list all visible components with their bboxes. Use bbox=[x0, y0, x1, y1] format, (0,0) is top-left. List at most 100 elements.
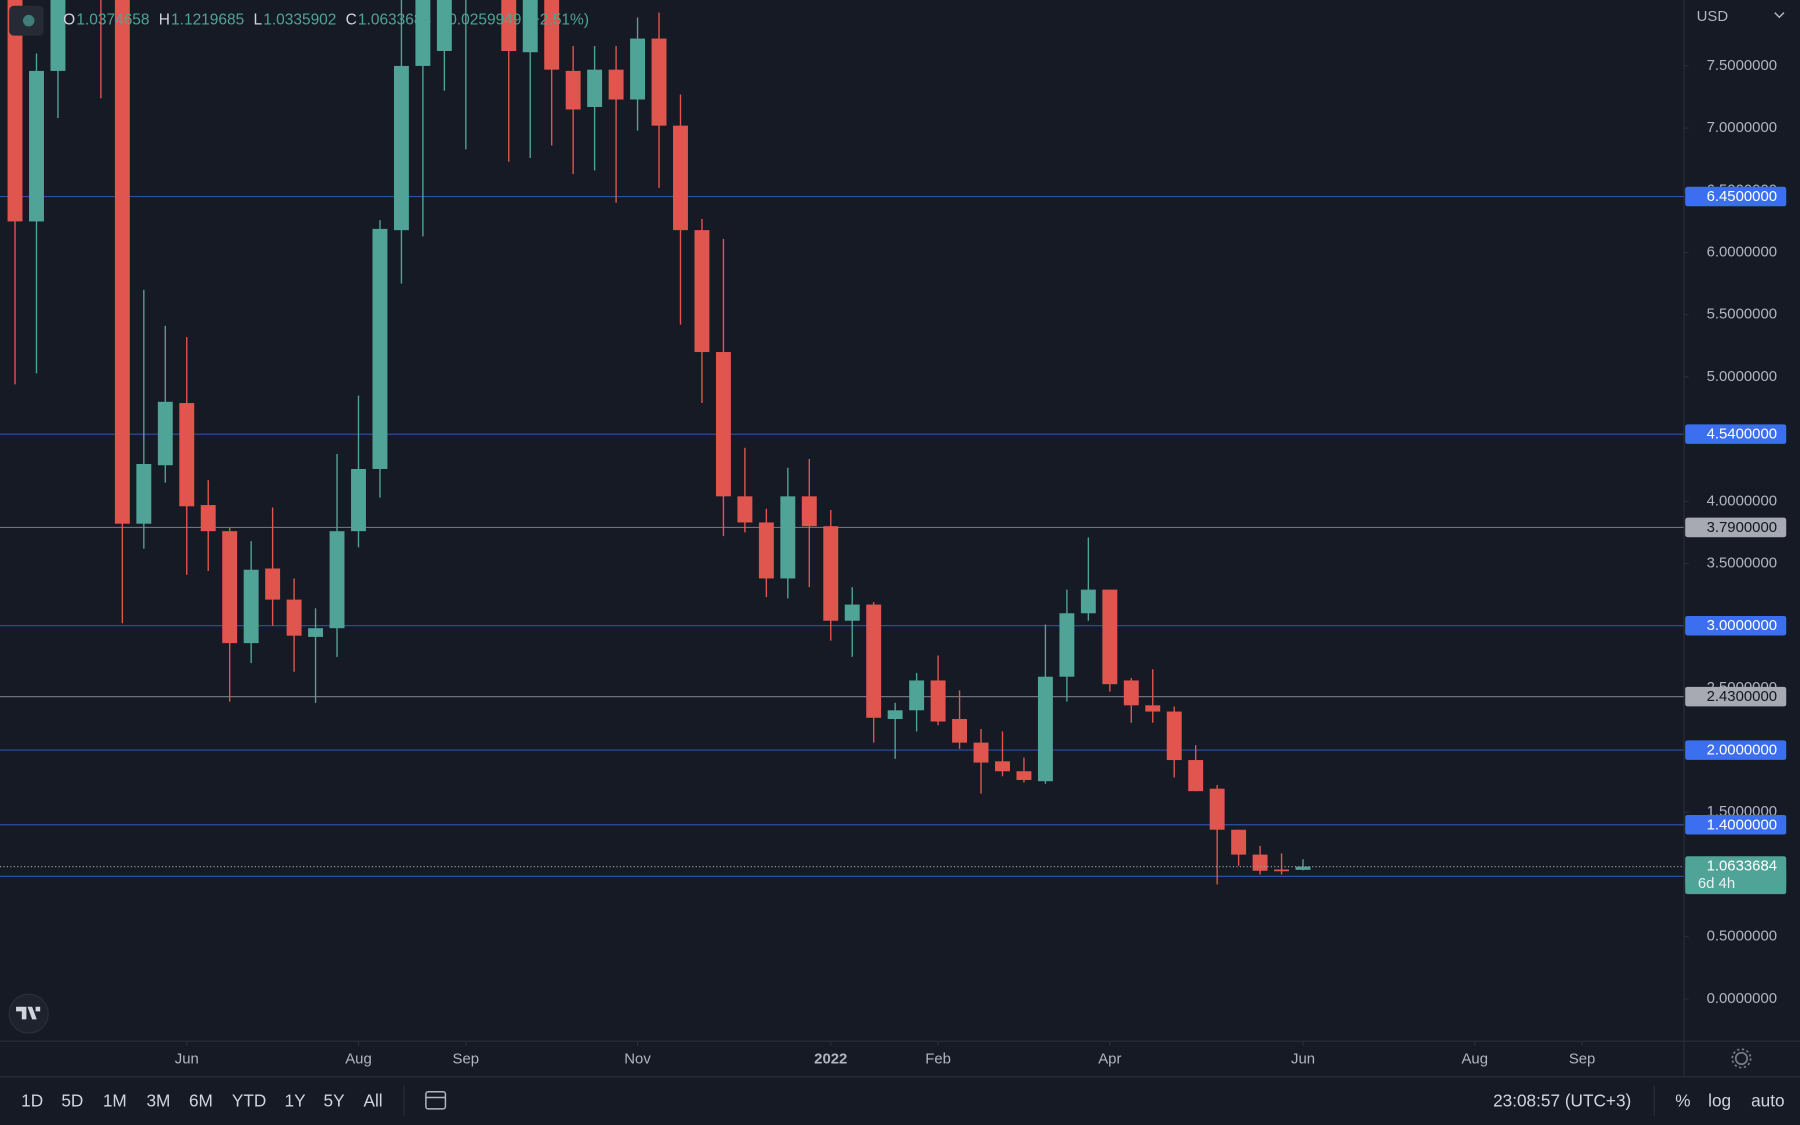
range-button[interactable]: 1Y bbox=[285, 1091, 307, 1111]
x-tick-label: Jun bbox=[1291, 1051, 1315, 1068]
candle-body bbox=[715, 352, 731, 497]
y-tick-label: 4.0000000 bbox=[1707, 492, 1777, 509]
candle-body bbox=[1231, 829, 1247, 855]
range-button[interactable]: 1D bbox=[21, 1091, 43, 1111]
candle-body bbox=[1145, 705, 1161, 712]
candle-body bbox=[157, 401, 173, 466]
calendar bbox=[425, 1090, 447, 1110]
gear bbox=[1734, 1051, 1749, 1066]
candle-body bbox=[608, 69, 624, 100]
candle-body bbox=[1102, 589, 1118, 685]
candle-body bbox=[372, 228, 388, 469]
candle-body bbox=[200, 505, 216, 532]
status-dot bbox=[22, 14, 35, 27]
x-tick-label: Aug bbox=[1461, 1051, 1488, 1068]
ohlc-value: 1.0633684 bbox=[358, 12, 432, 29]
level-label-box bbox=[1685, 814, 1787, 835]
range-button[interactable]: YTD bbox=[232, 1091, 266, 1111]
candle-body bbox=[887, 710, 903, 720]
logo-glyph bbox=[16, 1006, 41, 1020]
y-tick-label: 0.5000000 bbox=[1707, 928, 1777, 945]
candle-body bbox=[351, 468, 366, 532]
price-axis: 0.00000000.50000001.50000002.50000003.50… bbox=[1684, 57, 1787, 1007]
candle-body bbox=[973, 742, 989, 763]
ohlc-value: 1.0335902 bbox=[263, 12, 336, 29]
logo-circle bbox=[8, 993, 49, 1034]
candle-body bbox=[136, 463, 152, 524]
range-button[interactable]: 6M bbox=[189, 1091, 213, 1111]
candle-body bbox=[179, 403, 195, 507]
candle-body bbox=[393, 65, 409, 231]
level-label: 4.5400000 bbox=[1707, 426, 1777, 443]
plot-area bbox=[0, 0, 1685, 885]
goto-date-icon[interactable] bbox=[425, 1090, 447, 1110]
currency-label[interactable]: USD bbox=[1697, 8, 1729, 25]
x-tick-label: 2022 bbox=[814, 1051, 847, 1068]
candle-body bbox=[565, 70, 581, 110]
candle-body bbox=[286, 599, 302, 636]
last-price-label: 1.0633684 bbox=[1707, 858, 1777, 875]
change: +0.0259949 (+2.51%) bbox=[439, 12, 589, 29]
candle-body bbox=[415, 0, 431, 66]
time-axis: AprJunAugSepNov2022FebAprJunAugSep bbox=[175, 1041, 1595, 1068]
y-tick-label: 5.0000000 bbox=[1707, 368, 1777, 385]
candle-body bbox=[7, 0, 23, 222]
ohlc-key: L bbox=[253, 12, 262, 29]
level-label-box bbox=[1685, 424, 1787, 444]
y-tick-label: 3.5000000 bbox=[1707, 554, 1777, 571]
level-label-box bbox=[1685, 517, 1787, 538]
candle-body bbox=[1166, 711, 1182, 761]
candle-body bbox=[630, 38, 646, 100]
range-button[interactable]: 5D bbox=[61, 1091, 83, 1111]
ohlc-key: H bbox=[159, 12, 170, 29]
ohlc-header: O1.0374658 H1.1219685 L1.0335902 C1.0633684… bbox=[9, 5, 589, 36]
x-tick-label: Jun bbox=[175, 1051, 199, 1068]
x-tick-label: Apr bbox=[1098, 1051, 1121, 1068]
candle-body bbox=[1059, 613, 1075, 677]
candle-body bbox=[1274, 869, 1290, 872]
scale-option[interactable]: log bbox=[1708, 1091, 1731, 1111]
clock: 23:08:57 (UTC+3) bbox=[1493, 1091, 1631, 1111]
level-label: 2.0000000 bbox=[1707, 742, 1777, 759]
candle-body bbox=[1252, 854, 1268, 871]
candle-body bbox=[694, 230, 710, 353]
currency-caret bbox=[1774, 12, 1785, 19]
candle-body bbox=[866, 604, 882, 718]
scale-option[interactable]: auto bbox=[1751, 1091, 1784, 1111]
range-button[interactable]: 3M bbox=[146, 1091, 170, 1111]
ohlc-key: C bbox=[346, 12, 357, 29]
settings-icon[interactable] bbox=[1731, 1048, 1752, 1069]
ohlc-value: 1.1219685 bbox=[171, 12, 244, 29]
candle-body bbox=[501, 0, 517, 52]
candle-body bbox=[673, 125, 688, 231]
x-tick-label: Aug bbox=[345, 1051, 372, 1068]
candle-body bbox=[222, 531, 238, 644]
candle-body bbox=[50, 0, 66, 71]
candle-body bbox=[844, 604, 860, 621]
range-button[interactable]: 1M bbox=[103, 1091, 127, 1111]
x-tick-label: Nov bbox=[624, 1051, 651, 1068]
level-label: 3.0000000 bbox=[1707, 617, 1777, 634]
candle-body bbox=[823, 526, 839, 621]
ohlc-value: 1.0374658 bbox=[76, 12, 149, 29]
tv-logo[interactable] bbox=[8, 993, 49, 1034]
candle-body bbox=[1080, 589, 1096, 614]
candle-body bbox=[995, 761, 1010, 772]
candle-body bbox=[329, 531, 345, 629]
candle-body bbox=[265, 568, 281, 600]
candle-body bbox=[1188, 760, 1204, 792]
level-label: 6.4500000 bbox=[1707, 188, 1777, 205]
candle-body bbox=[801, 496, 817, 527]
range-button[interactable]: All bbox=[364, 1091, 383, 1111]
candle-body bbox=[737, 496, 753, 523]
level-label-box bbox=[1685, 615, 1787, 636]
level-label-box bbox=[1685, 186, 1787, 207]
level-label-box bbox=[1685, 686, 1787, 707]
candle-body bbox=[1123, 680, 1139, 706]
scale-option[interactable]: % bbox=[1675, 1091, 1690, 1111]
candle-body bbox=[930, 680, 946, 722]
range-button[interactable]: 5Y bbox=[324, 1091, 346, 1111]
y-tick-label: 7.0000000 bbox=[1707, 119, 1777, 136]
